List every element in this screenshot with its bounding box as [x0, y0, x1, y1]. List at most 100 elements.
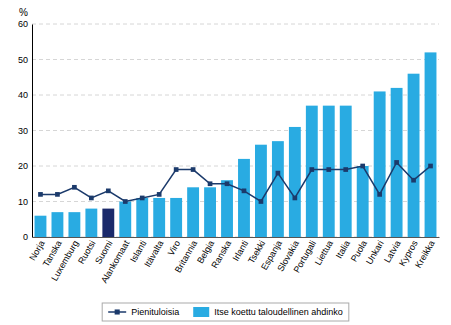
y-tick: 20	[18, 161, 32, 171]
line-marker	[38, 192, 43, 197]
legend-label: Itse koettu taloudellinen ahdinko	[214, 307, 343, 317]
line-marker	[89, 196, 94, 201]
bar	[306, 106, 318, 237]
line-marker	[343, 167, 348, 172]
y-tick-label: 10	[18, 197, 28, 207]
x-axis: NorjaTanskaLuxemburgRuotsiSuomiAlankomaa…	[27, 237, 439, 285]
legend-label: Pienituloisia	[131, 307, 179, 317]
line-series	[38, 160, 433, 204]
bar	[340, 106, 352, 237]
y-tick-label: 50	[18, 55, 28, 65]
bar	[136, 198, 148, 237]
bar	[85, 209, 97, 237]
x-tick-label: Liettua	[313, 239, 335, 267]
line-marker	[208, 181, 213, 186]
marks	[35, 52, 437, 237]
bar	[255, 145, 267, 237]
x-tick: Alankomaat	[99, 237, 132, 285]
x-tick: Unkari	[364, 237, 386, 266]
bar	[170, 198, 182, 237]
y-axis-label: %	[19, 7, 28, 18]
grid	[32, 24, 439, 237]
line-marker	[225, 181, 230, 186]
x-tick-label: Viro	[166, 239, 183, 258]
bar	[357, 166, 369, 237]
x-tick: Itävalta	[142, 237, 165, 269]
x-tick-label: Alankomaat	[99, 238, 132, 285]
bar	[102, 209, 114, 237]
y-tick: 0	[23, 232, 32, 242]
line-marker	[360, 164, 365, 169]
y-tick: 10	[18, 197, 32, 207]
x-tick-label: Ranska	[209, 239, 233, 270]
x-tick-label: Britannia	[173, 239, 199, 275]
bar	[289, 127, 301, 237]
line-marker	[191, 167, 196, 172]
x-tick-label: Unkari	[364, 239, 386, 267]
legend-marker	[115, 309, 120, 314]
bar	[68, 212, 80, 237]
y-tick-label: 60	[18, 19, 28, 29]
bar	[204, 187, 216, 237]
line-marker	[377, 192, 382, 197]
y-tick: 50	[18, 55, 32, 65]
line-marker	[326, 167, 331, 172]
bar	[119, 202, 131, 238]
line-marker	[411, 178, 416, 183]
line-marker	[259, 199, 264, 204]
legend-box	[102, 303, 349, 321]
bar	[187, 187, 199, 237]
chart: 0 10 20 30 40 50 60% NorjaTanskaLuxemburgRuotsi…	[0, 0, 451, 325]
line-marker	[72, 185, 77, 190]
bar	[272, 141, 284, 237]
y-tick-label: 20	[18, 161, 28, 171]
line-marker	[428, 164, 433, 169]
y-tick-label: 0	[23, 232, 28, 242]
grid-line	[32, 24, 439, 25]
bar	[238, 159, 250, 237]
line-marker	[293, 196, 298, 201]
legend-item: Pienituloisia	[108, 307, 179, 317]
bar	[52, 212, 64, 237]
bar	[35, 216, 47, 237]
x-tick: Liettua	[313, 237, 335, 267]
bar	[408, 74, 420, 237]
y-tick: 30	[18, 126, 32, 136]
x-tick: Ranska	[209, 237, 233, 270]
x-tick-label: Kreikka	[413, 239, 437, 270]
line-marker	[140, 196, 145, 201]
x-tick: Kreikka	[413, 237, 437, 270]
y-tick-label: 30	[18, 126, 28, 136]
bar-series	[35, 52, 437, 237]
line-marker	[394, 160, 399, 165]
legend-item: Itse koettu taloudellinen ahdinko	[193, 307, 343, 317]
bar	[391, 88, 403, 237]
line-marker	[123, 199, 128, 204]
x-tick-label: Portugali	[292, 239, 318, 275]
x-tick: Viro	[166, 237, 183, 257]
x-axis-line	[33, 237, 440, 238]
line-marker	[309, 167, 314, 172]
bar	[153, 198, 165, 237]
line-marker	[242, 189, 247, 194]
y-tick-label: 40	[18, 90, 28, 100]
line-marker	[106, 189, 111, 194]
x-tick: Britannia	[173, 237, 199, 274]
line-marker	[55, 192, 60, 197]
line-marker	[174, 167, 179, 172]
bar	[374, 91, 386, 237]
plot: 0 10 20 30 40 50 60% NorjaTanskaLuxemburgRuotsi…	[18, 7, 440, 285]
x-tick-label: Itävalta	[142, 239, 165, 269]
line-marker	[157, 192, 162, 197]
x-tick: Portugali	[292, 237, 318, 274]
y-tick: 60	[18, 19, 32, 29]
legend: Pienituloisia Itse koettu taloudellinen a…	[102, 303, 349, 321]
y-tick: 40	[18, 90, 32, 100]
y-axis-line	[32, 25, 33, 238]
bar	[425, 52, 437, 237]
line	[40, 162, 430, 201]
line-marker	[276, 171, 281, 176]
y-axis: 0 10 20 30 40 50 60	[18, 19, 33, 242]
legend-swatch	[193, 307, 209, 317]
grid-line	[32, 59, 439, 60]
